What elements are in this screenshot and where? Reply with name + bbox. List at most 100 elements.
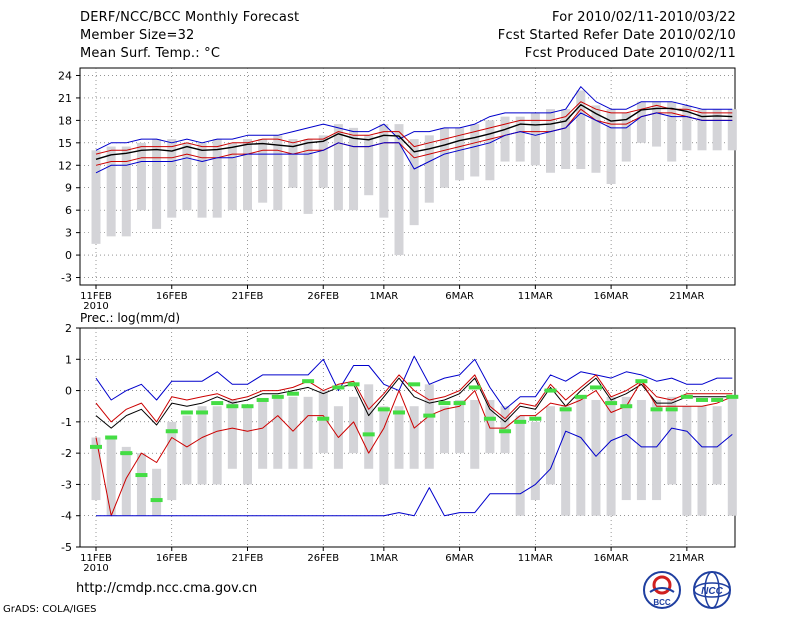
panel2-ytick-label: -5 [61, 541, 72, 554]
panel2-box [485, 399, 495, 454]
panel2-observed-marker [90, 444, 102, 449]
variable-label: Mean Surf. Temp.: °C [80, 46, 221, 61]
bcc-logo: BCC [643, 571, 681, 609]
panel1-box [349, 127, 359, 211]
panel1-ytick-label: 0 [65, 249, 72, 262]
panel2-observed-marker [574, 394, 587, 399]
panel1-box [197, 142, 207, 218]
panel1-ytick-label: 12 [58, 159, 72, 172]
panel2-box [152, 468, 162, 516]
panel2-box [394, 406, 404, 469]
panel1-box [712, 109, 722, 151]
panel1-box [333, 124, 343, 211]
panel2-observed-marker [317, 416, 330, 421]
panel1-box [318, 135, 328, 188]
panel2-observed-marker [589, 385, 602, 390]
panel2-box [167, 421, 177, 501]
panel2-series-line [95, 377, 733, 429]
fcst-started-label: Fcst Started Refer Date 2010/02/10 [497, 28, 736, 43]
panel2-box [591, 399, 601, 516]
panel2-xtick-label: 11FEB [80, 553, 112, 564]
panel2-box [667, 396, 677, 485]
panel2-box [197, 406, 207, 485]
panel2-observed-marker [150, 498, 163, 503]
panel2-observed-marker [196, 410, 209, 415]
panel2-xtick-label: 26FEB [307, 553, 339, 564]
panel2-box [318, 390, 328, 454]
panel2-box [91, 437, 101, 501]
panel1-xtick-label: 26FEB [307, 291, 339, 302]
panel2-ytick-label: 0 [65, 385, 72, 398]
panel2-box [136, 453, 146, 516]
panel2-observed-marker [256, 397, 269, 402]
panel2-observed-marker [347, 382, 360, 387]
panel2-box [712, 406, 722, 485]
panel2-observed-marker [696, 397, 708, 402]
panel2-observed-marker [362, 432, 375, 437]
panel2-observed-marker [650, 407, 663, 412]
panel2-box [606, 396, 616, 516]
panel2-observed-marker [468, 385, 481, 390]
panel2-box [439, 406, 449, 454]
panel1-ytick-label: 3 [65, 227, 72, 240]
panel2-observed-marker [408, 382, 421, 387]
panel1-ytick-label: 6 [65, 204, 72, 217]
panel2-observed-marker [544, 388, 557, 393]
panel2-box [424, 384, 434, 469]
panel2-observed-marker [559, 407, 572, 412]
panel2-observed-marker [665, 407, 678, 412]
panel2-box [364, 384, 374, 469]
panel2-ytick-label: -3 [61, 478, 72, 491]
panel1-box [424, 135, 434, 203]
panel2-observed-marker [635, 379, 648, 384]
panel2-observed-marker [241, 404, 254, 409]
panel1-box [697, 109, 707, 151]
panel1-box [152, 139, 162, 229]
panel1-box [379, 124, 389, 218]
panel1-box [485, 120, 495, 181]
panel1-box [243, 139, 252, 211]
panel2-box [561, 406, 571, 516]
panel1-box [167, 139, 177, 218]
panel2-ytick-label: 1 [65, 353, 72, 366]
panel1-box [727, 109, 737, 151]
panel1-xtick-label: 11FEB [80, 291, 112, 302]
panel2-xtick-label: 16FEB [156, 553, 188, 564]
panel1-ytick-label: 15 [58, 137, 72, 150]
panel1-box [500, 116, 510, 162]
panel2-observed-marker [499, 429, 512, 434]
panel2-box [727, 396, 737, 516]
panel1-box [515, 116, 525, 162]
panel2-observed-marker [529, 416, 542, 421]
chart-title: DERF/NCC/BCC Monthly Forecast [80, 10, 300, 25]
panel2-box [288, 396, 298, 469]
panel2-observed-marker [180, 410, 193, 415]
panel1-ytick-label: 18 [58, 114, 72, 127]
panel1-box [636, 101, 646, 143]
panel2-title: Prec.: log(mm/d) [80, 311, 180, 325]
panel2-series-line [96, 427, 733, 517]
panel1-box [106, 146, 116, 237]
panel1-xtick-label: 1MAR [369, 291, 398, 302]
panel2-observed-marker [483, 416, 496, 421]
source-url[interactable]: http://cmdp.ncc.cma.gov.cn [76, 581, 258, 596]
panel2-box [212, 406, 222, 485]
panel2-observed-marker [438, 401, 451, 406]
panel2-box [652, 399, 662, 501]
panel1-box [258, 139, 268, 203]
panel2-box [546, 406, 555, 485]
panel2-box [227, 399, 237, 469]
member-size-label: Member Size=32 [80, 28, 195, 43]
ncc-logo-text: NCC [701, 586, 723, 597]
panel1-box [606, 109, 616, 184]
panel2-box [349, 396, 359, 454]
panel2-xtick-label: 21FEB [232, 553, 264, 564]
panel2-observed-marker [423, 413, 436, 418]
panel1-xtick-label: 16FEB [156, 291, 188, 302]
panel1-box [682, 105, 692, 151]
bcc-logo-text: BCC [653, 598, 671, 607]
panel1-box [576, 90, 586, 170]
panel2-observed-marker [711, 397, 724, 402]
panel2-observed-marker [620, 404, 633, 409]
